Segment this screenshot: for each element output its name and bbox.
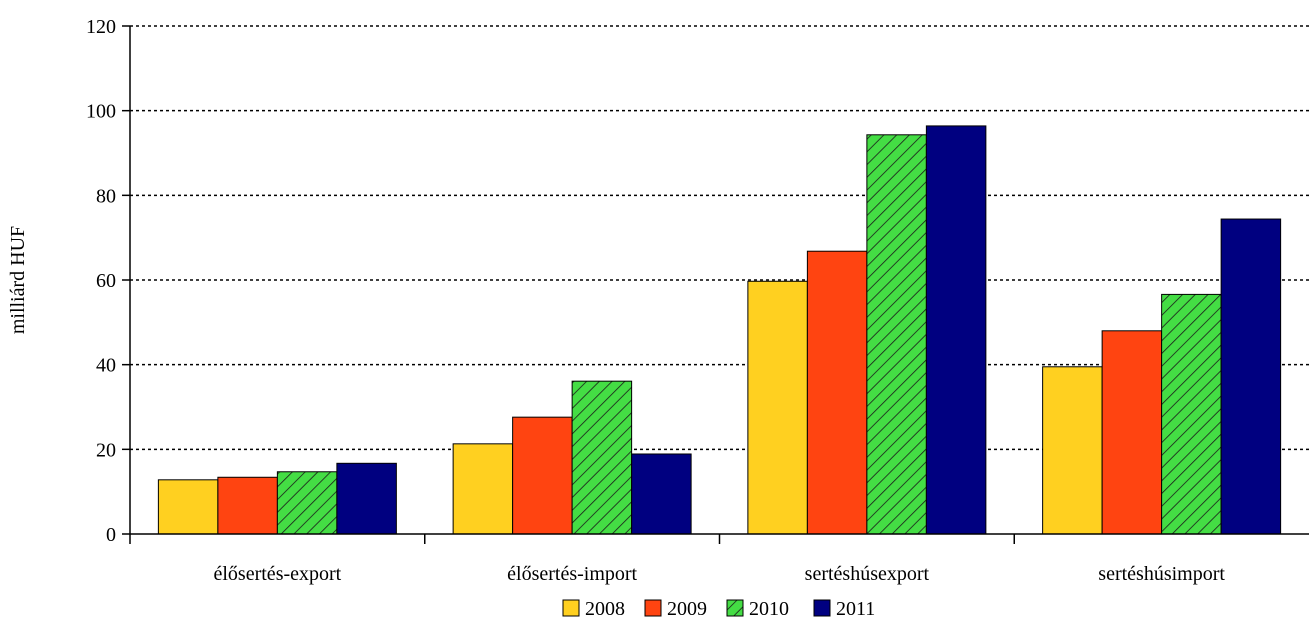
bar-2010-2 [866,134,927,535]
y-tick-label: 120 [86,16,116,38]
bar-2008-0 [157,479,219,535]
bar-2009-0 [217,476,278,535]
y-tick-label: 100 [86,101,116,123]
y-axis-label: milliárd HUF [7,226,29,334]
legend-label-2011: 2011 [836,598,875,620]
x-tick-label: élősertés-import [507,563,637,585]
bar-2010-3 [1161,293,1222,535]
y-tick-label: 0 [106,524,116,546]
y-tick-label: 40 [96,355,116,377]
y-tick-label: 20 [96,439,116,461]
x-tick-label: sertéshúsimport [1098,563,1225,585]
bar-2011-3 [1220,218,1282,535]
bar-2010-1 [571,380,633,535]
bar-2011-2 [925,125,987,535]
bar-2011-0 [336,462,397,535]
y-tick-label: 80 [96,185,116,207]
x-tick-label: sertéshúsexport [805,563,930,585]
legend-swatch-2009 [644,599,662,617]
legend-label-2008: 2008 [585,598,625,620]
legend: 2008 2009 2010 2011 [562,598,875,620]
bar-2008-2 [747,280,808,535]
bar-2009-1 [512,416,573,535]
legend-label-2010: 2010 [749,598,789,620]
x-tick-label: élősertés-export [214,563,342,585]
gridlines [130,25,1309,451]
bar-2008-1 [452,443,514,535]
legend-label-2009: 2009 [667,598,707,620]
bars [157,125,1282,535]
y-tick-label: 60 [96,270,116,292]
bar-2009-2 [806,250,868,535]
bar-2008-3 [1042,366,1103,535]
bar-2011-1 [631,453,692,535]
legend-swatch-2010 [726,599,744,617]
bar-2010-0 [276,471,338,535]
axes: 0 20 40 60 80 100 120 élősertés-export élősertés… [86,16,1309,585]
bar-2009-3 [1101,330,1163,535]
legend-swatch-2008 [562,599,580,617]
legend-swatch-2011 [813,599,831,617]
